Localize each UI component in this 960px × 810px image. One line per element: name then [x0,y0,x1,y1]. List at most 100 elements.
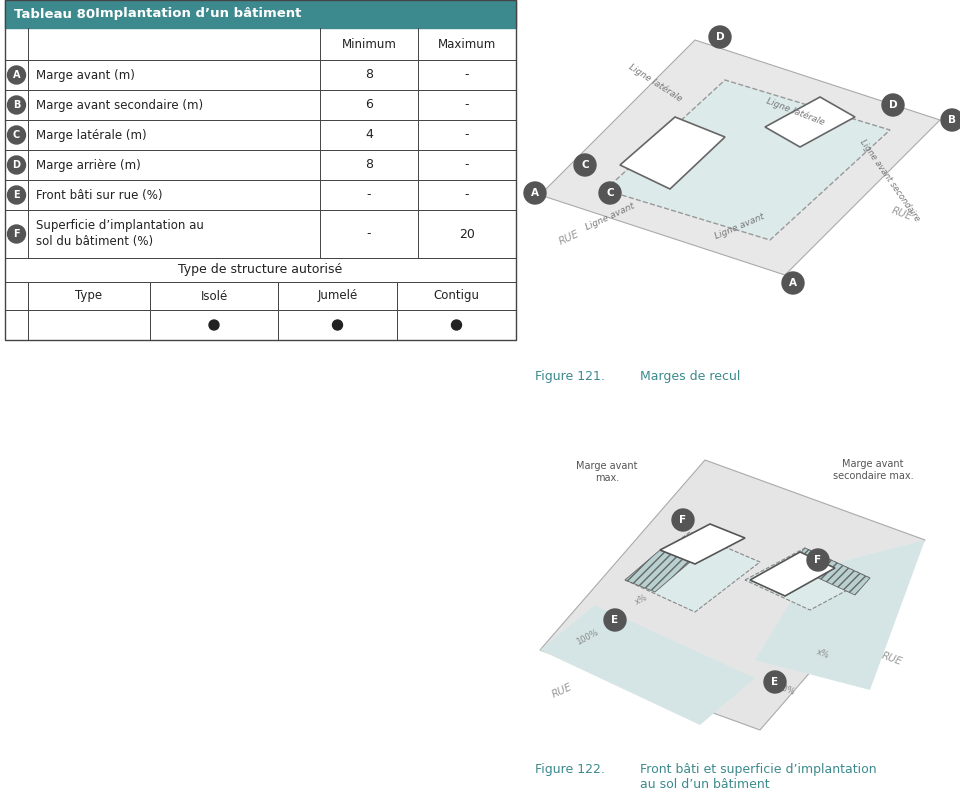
Text: 100%: 100% [575,628,600,647]
Circle shape [332,320,343,330]
Circle shape [8,156,26,174]
Bar [28,282,150,310]
Text: D: D [12,160,20,170]
Text: Marge avant secondaire (m): Marge avant secondaire (m) [36,99,204,112]
Polygon shape [620,117,725,189]
Polygon shape [605,80,890,240]
Circle shape [574,154,596,176]
Text: x%: x% [633,593,649,607]
Text: Marge avant
max.: Marge avant max. [576,461,637,483]
Text: RUE: RUE [557,229,581,247]
Circle shape [8,186,26,204]
Text: Type: Type [76,289,103,302]
Bar [150,282,278,310]
Polygon shape [790,548,870,595]
Polygon shape [660,524,745,564]
Text: A: A [12,70,20,80]
Polygon shape [625,550,690,592]
Text: 4: 4 [365,129,372,142]
Bar [5,180,516,210]
Text: Ligne latérale: Ligne latérale [627,62,684,104]
Text: E: E [772,677,779,687]
Text: -: - [465,69,469,82]
Bar [5,120,516,150]
Circle shape [8,66,26,84]
Bar [5,90,516,120]
Text: 8: 8 [365,159,373,172]
Bar [5,210,516,258]
Bar [5,0,516,340]
Polygon shape [750,552,835,596]
Text: Ligne avant secondaire: Ligne avant secondaire [858,138,922,223]
Text: Type de structure autorisé: Type de structure autorisé [179,263,343,276]
Circle shape [599,182,621,204]
Bar [278,310,397,340]
Text: RUE: RUE [880,650,903,667]
Circle shape [941,109,960,131]
Text: A: A [789,278,797,288]
Text: Marge avant (m): Marge avant (m) [36,69,134,82]
Text: 6: 6 [365,99,372,112]
Text: C: C [606,188,613,198]
Text: F: F [680,515,686,525]
Text: -: - [465,189,469,202]
Text: E: E [612,615,618,625]
Text: Front bâti et superficie d’implantation: Front bâti et superficie d’implantation [640,763,876,776]
Polygon shape [755,540,925,690]
Circle shape [764,671,786,693]
Circle shape [8,225,26,243]
Bar [5,60,516,90]
Text: -: - [465,159,469,172]
Text: Front bâti sur rue (%): Front bâti sur rue (%) [36,189,162,202]
Text: -: - [465,99,469,112]
Circle shape [8,126,26,144]
Text: -: - [367,189,372,202]
Text: 100%: 100% [770,680,796,697]
Text: Marge arrière (m): Marge arrière (m) [36,159,141,172]
Polygon shape [540,605,755,725]
Bar [5,150,516,180]
Text: Tableau 80: Tableau 80 [14,7,95,20]
Text: D: D [889,100,898,110]
Text: C: C [581,160,588,170]
Polygon shape [625,532,760,612]
Circle shape [882,94,904,116]
Polygon shape [745,548,870,610]
Circle shape [209,320,219,330]
Bar [28,310,150,340]
Text: C: C [12,130,20,140]
Text: Marges de recul: Marges de recul [640,370,740,383]
Text: F: F [814,555,822,565]
Text: E: E [13,190,20,200]
Text: Figure 122.: Figure 122. [535,763,605,776]
Circle shape [782,272,804,294]
Text: Contigu: Contigu [434,289,479,302]
Bar [5,0,516,28]
Text: Figure 121.: Figure 121. [535,370,605,383]
Circle shape [709,26,731,48]
Text: Ligne avant: Ligne avant [584,202,636,232]
Bar [397,282,516,310]
Text: RUE: RUE [890,205,914,222]
Text: RUE: RUE [550,682,573,700]
Text: Superficie d’implantation au: Superficie d’implantation au [36,220,204,232]
Text: Marge avant
secondaire max.: Marge avant secondaire max. [832,459,913,481]
Bar [5,28,516,60]
Text: D: D [716,32,724,42]
Text: Ligne latérale: Ligne latérale [764,96,826,127]
Text: Maximum: Maximum [438,37,496,50]
Text: Implantation d’un bâtiment: Implantation d’un bâtiment [95,7,301,20]
Circle shape [8,96,26,114]
Circle shape [451,320,462,330]
Text: B: B [948,115,956,125]
Bar [278,282,397,310]
Bar [150,310,278,340]
Text: sol du bâtiment (%): sol du bâtiment (%) [36,236,154,249]
Text: Isolé: Isolé [201,289,228,302]
Circle shape [672,509,694,531]
Text: F: F [13,229,20,239]
Bar [5,310,28,340]
Text: Minimum: Minimum [342,37,396,50]
Circle shape [604,609,626,631]
Text: -: - [367,228,372,241]
